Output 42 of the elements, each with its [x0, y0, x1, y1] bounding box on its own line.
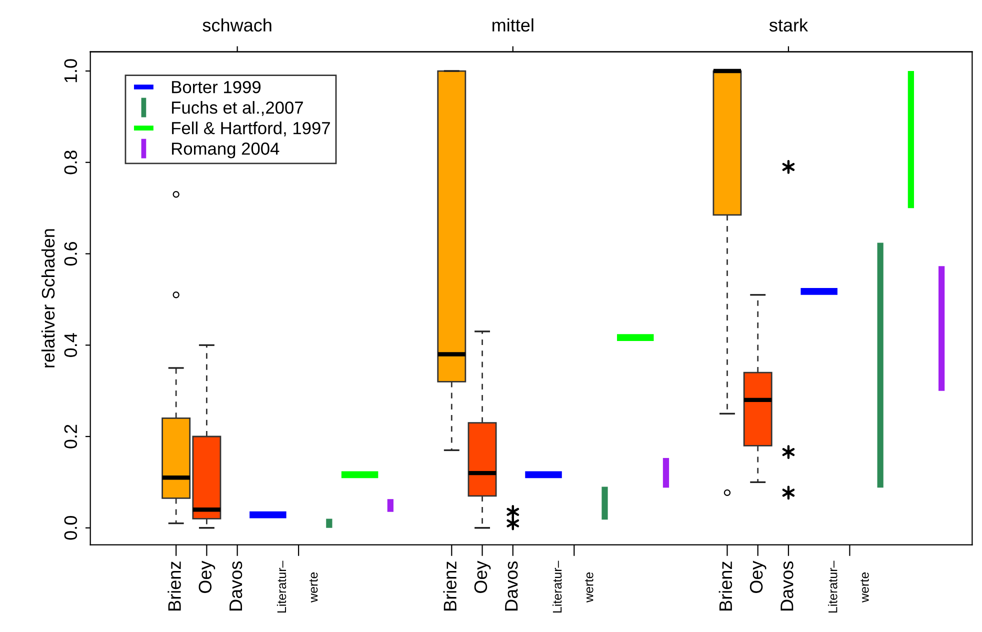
bar	[877, 242, 884, 488]
bar	[326, 518, 332, 528]
bar	[938, 266, 945, 391]
x-tick-label: Brienz	[168, 562, 181, 610]
y-tick-label: 0.8	[64, 150, 78, 174]
y-tick-label: 0.0	[64, 516, 78, 540]
y-tick-label: 1.0	[64, 59, 78, 82]
text: schwach	[202, 18, 272, 32]
bar	[602, 486, 608, 520]
point	[782, 445, 795, 459]
x-tick-label: Brienz	[718, 562, 732, 610]
x-tick-label: Oey	[474, 560, 491, 594]
x-tick-label: Oey	[750, 560, 766, 594]
x-tick-label: Davos	[780, 561, 794, 610]
bar	[250, 511, 286, 518]
point	[782, 486, 795, 500]
text: stark	[769, 18, 808, 32]
bar	[341, 471, 378, 478]
y-tick-label: 0.2	[64, 424, 78, 448]
category-label: Literatur– werte	[276, 560, 318, 613]
category-label: Literatur– werte	[828, 560, 869, 613]
bar	[800, 288, 838, 295]
legend-label: Romang 2004	[172, 142, 280, 158]
legend-label: Fell & Hartford, 1997	[172, 122, 330, 136]
x-tick-label: Oey	[198, 560, 216, 594]
point	[506, 516, 520, 530]
legend-label: Fuchs et al.,2007	[172, 101, 303, 116]
bar	[387, 499, 394, 512]
legend-label: Borter 1999	[172, 80, 261, 94]
y-tick-label: 0.4	[64, 333, 78, 357]
category-label: Literatur– werte	[552, 560, 594, 613]
x-tick-label: Davos	[230, 561, 242, 610]
x-tick-label: Davos	[505, 561, 518, 610]
bar	[662, 458, 670, 488]
point	[506, 504, 520, 519]
bar	[525, 471, 562, 478]
x-tick-label: Brienz	[443, 562, 456, 610]
y-axis-title: relativer Schaden	[41, 229, 55, 368]
point	[782, 160, 795, 174]
y-tick-label: 0.6	[64, 242, 78, 266]
bar	[616, 334, 654, 342]
text: mittel	[492, 18, 534, 32]
